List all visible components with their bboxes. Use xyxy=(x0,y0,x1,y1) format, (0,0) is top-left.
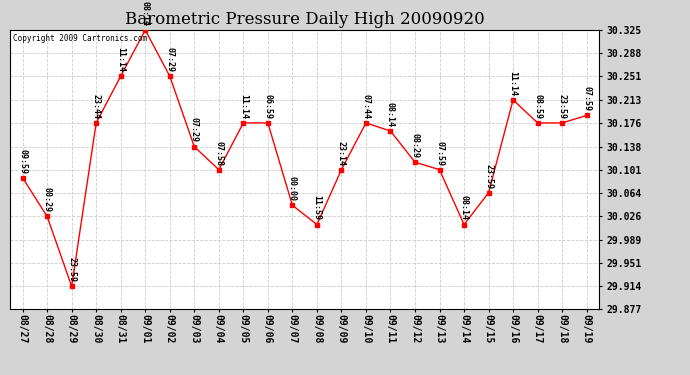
Text: 08:14: 08:14 xyxy=(386,102,395,127)
Text: 08:14: 08:14 xyxy=(141,1,150,26)
Text: 07:59: 07:59 xyxy=(435,141,444,165)
Text: 11:14: 11:14 xyxy=(116,47,125,72)
Text: 11:14: 11:14 xyxy=(509,70,518,96)
Text: 23:44: 23:44 xyxy=(92,94,101,119)
Text: 08:29: 08:29 xyxy=(411,133,420,158)
Title: Barometric Pressure Daily High 20090920: Barometric Pressure Daily High 20090920 xyxy=(125,12,484,28)
Text: 07:29: 07:29 xyxy=(190,117,199,142)
Text: 08:59: 08:59 xyxy=(533,94,542,119)
Text: Copyright 2009 Cartronics.com: Copyright 2009 Cartronics.com xyxy=(13,34,148,43)
Text: 07:44: 07:44 xyxy=(362,94,371,119)
Text: 09:59: 09:59 xyxy=(18,148,27,174)
Text: 07:59: 07:59 xyxy=(582,86,591,111)
Text: 23:59: 23:59 xyxy=(67,257,76,282)
Text: 00:00: 00:00 xyxy=(288,176,297,201)
Text: 00:29: 00:29 xyxy=(43,187,52,212)
Text: 07:58: 07:58 xyxy=(215,141,224,165)
Text: 07:29: 07:29 xyxy=(165,47,175,72)
Text: 11:14: 11:14 xyxy=(239,94,248,119)
Text: 23:14: 23:14 xyxy=(337,141,346,165)
Text: 23:59: 23:59 xyxy=(558,94,566,119)
Text: 08:14: 08:14 xyxy=(460,195,469,220)
Text: 23:59: 23:59 xyxy=(484,164,493,189)
Text: 06:59: 06:59 xyxy=(264,94,273,119)
Text: 11:59: 11:59 xyxy=(313,195,322,220)
